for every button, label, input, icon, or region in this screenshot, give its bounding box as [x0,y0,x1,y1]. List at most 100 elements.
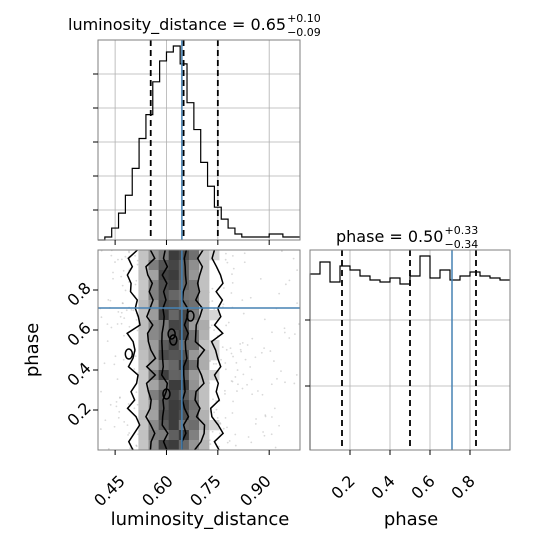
sample-point [106,323,109,326]
density-cell [148,370,159,381]
sample-point [120,322,123,325]
sample-point [211,430,214,433]
sample-point [260,351,263,354]
luminosity-distance-title-value: luminosity_distance = 0.65 [68,15,286,35]
density-cell [138,270,149,281]
sample-point [262,431,264,433]
density-cell [168,310,180,321]
sample-point [239,343,242,345]
sample-point [247,436,250,438]
density-cell [188,300,200,311]
density-cell [199,360,210,371]
sample-point [113,425,116,428]
sample-point [215,408,218,411]
sample-point [246,383,248,386]
sample-point [230,380,233,382]
density-cell [158,380,169,391]
x-tick-label: 0.6 [407,471,438,502]
contour-line [160,249,169,451]
density-cell [199,320,210,331]
density-cell [168,390,180,401]
sample-point [230,352,233,355]
sample-point [115,401,118,403]
density-cell [148,330,159,341]
sample-point [113,363,116,366]
sample-point [284,283,287,286]
sample-point [133,368,136,370]
density-cell [188,270,200,281]
density-cell [158,390,169,401]
sample-point [209,360,211,363]
density-cell [209,340,220,351]
density-cell [199,290,210,301]
y-tick-label: 0.6 [63,318,94,349]
density-cell [188,250,200,261]
density-cell [138,320,149,331]
density-cell [178,430,190,441]
sample-point [225,324,228,327]
sample-point [292,257,295,260]
joint-density-panel [93,249,301,455]
sample-point [104,419,107,422]
density-cell [188,350,200,361]
sample-point [263,347,266,350]
sample-point [135,279,138,282]
sample-point [241,299,244,302]
sample-point [261,393,264,396]
density-cell [148,400,159,411]
sample-point [211,287,214,290]
density-cell [168,410,180,421]
density-cell [199,410,210,421]
density-cell [188,320,200,331]
sample-point [288,279,291,282]
sample-point [117,310,120,313]
sample-point [110,254,113,257]
luminosity-distance-title: luminosity_distance = 0.65 [68,15,286,35]
sample-point [100,390,102,393]
density-cell [209,250,220,261]
density-cell [168,300,180,311]
sample-point [271,416,273,418]
density-cell [199,400,210,411]
sample-point [118,410,121,413]
sample-point [126,424,129,427]
sample-point [231,281,234,284]
density-cell [138,350,149,361]
sample-point [295,374,298,376]
sample-point [129,447,132,450]
sample-point [219,423,222,425]
sample-point [128,432,131,434]
density-cell [199,350,210,361]
sample-point [122,358,125,361]
density-cell [199,310,210,321]
sample-point [276,377,278,380]
density-cell [168,360,180,371]
sample-point [99,428,102,430]
density-cell [148,320,159,331]
sample-point [120,311,123,314]
sample-point [227,321,230,324]
sample-point [136,263,139,266]
sample-point [110,326,113,329]
sample-point [240,350,242,353]
sample-point [296,302,299,305]
sample-point [218,445,220,448]
density-cell [199,270,210,281]
density-cell [138,410,149,421]
sample-point [130,308,133,311]
density-cell [199,380,210,391]
sample-point [109,403,112,406]
density-cell [148,420,159,431]
density-cell [199,440,210,451]
density-cell [188,330,200,341]
sample-point [269,350,272,352]
sample-point [132,309,135,312]
density-cell [188,420,200,431]
density-cell [199,260,210,271]
sample-point [127,403,130,405]
sample-point [246,344,249,346]
density-cell [138,290,149,301]
sample-point [273,407,276,410]
density-cell [188,380,200,391]
